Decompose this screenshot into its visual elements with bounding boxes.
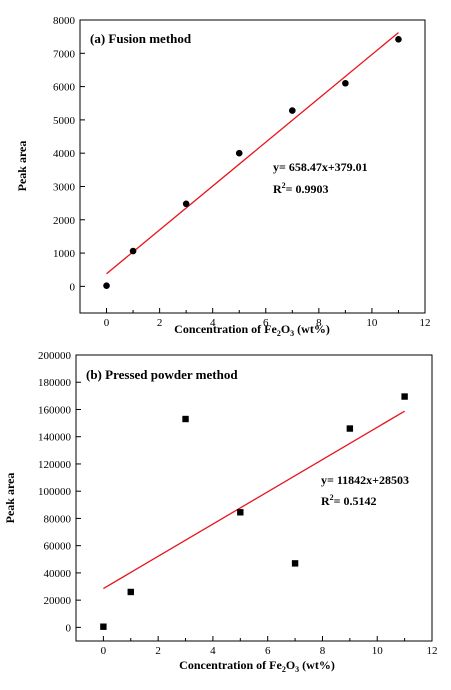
data-point <box>346 425 354 432</box>
y-tick-label: 2000 <box>53 215 76 227</box>
data-point <box>237 509 244 516</box>
y-axis-label: Peak area <box>3 473 17 524</box>
y-tick-label: 200000 <box>38 350 72 362</box>
data-point <box>291 560 299 567</box>
fit-line <box>103 410 405 590</box>
y-tick-label: 140000 <box>38 432 72 444</box>
y-tick-label: 60000 <box>44 541 72 553</box>
data-point <box>235 149 243 157</box>
xlabel-suffix: (wt%) <box>294 322 330 336</box>
x-tick-label: 0 <box>104 317 110 329</box>
x-axis-label: Concentration of Fe2O3 (wt%) <box>174 322 330 338</box>
fit-equation: y= 658.47x+379.01 <box>273 160 368 174</box>
y-tick-label: 0 <box>66 622 72 634</box>
y-tick-label: 100000 <box>38 486 72 498</box>
r2-sup: 2 <box>282 181 286 190</box>
x-ticks: 0 2 4 6 8 10 12 <box>75 636 438 657</box>
x-tick-label: 4 <box>210 645 216 657</box>
fit-equation: y= 11842x+28503 <box>321 473 409 487</box>
data-point <box>182 415 189 423</box>
chart-title: (a) Fusion method <box>90 31 192 46</box>
xlabel-prefix: Concentration of Fe <box>174 322 277 336</box>
x-tick-label: 6 <box>263 317 269 329</box>
chart-pressed-powder: 0 2 4 6 8 10 12 0 20000 40000 60000 80000 100000 120… <box>3 350 438 674</box>
y-tick-label: 6000 <box>53 82 76 94</box>
y-tick-label: 40000 <box>44 568 72 580</box>
x-tick-label: 10 <box>372 645 384 657</box>
y-tick-label: 120000 <box>38 459 72 471</box>
x-tick-label: 0 <box>101 645 107 657</box>
y-tick-label: 8000 <box>53 15 76 27</box>
data-points <box>100 393 408 630</box>
xlabel-sub2: 3 <box>290 329 294 338</box>
r2-value: = 0.5142 <box>334 494 377 508</box>
xlabel-suffix: (wt%) <box>299 658 335 672</box>
data-point <box>103 282 110 289</box>
x-tick-label: 2 <box>155 645 161 657</box>
y-tick-label: 4000 <box>53 148 76 160</box>
y-tick-label: 0 <box>70 281 76 293</box>
r-squared: R2= 0.5142 <box>321 493 377 508</box>
x-tick-label: 8 <box>316 317 322 329</box>
x-tick-label: 6 <box>265 645 271 657</box>
data-point <box>342 79 349 87</box>
x-tick-label: 8 <box>320 645 326 657</box>
data-point <box>129 247 137 255</box>
chart-title: (b) Pressed powder method <box>86 367 238 382</box>
x-tick-label: 12 <box>427 645 438 657</box>
y-tick-label: 160000 <box>38 404 72 416</box>
x-axis-label: Concentration of Fe2O3 (wt%) <box>179 658 335 674</box>
y-ticks: 0 20000 40000 60000 80000 100000 120000 140000 1… <box>38 350 81 634</box>
xlabel-sub1: 2 <box>277 329 281 338</box>
x-tick-label: 12 <box>420 317 431 329</box>
y-tick-label: 80000 <box>44 513 72 525</box>
data-points <box>103 36 402 289</box>
x-ticks: 0 2 4 6 8 10 12 <box>79 308 431 329</box>
data-point <box>127 588 134 596</box>
y-ticks: 0 1000 2000 3000 4000 5000 6000 7000 8000 <box>53 15 85 293</box>
x-tick-label: 2 <box>157 317 163 329</box>
y-tick-label: 1000 <box>53 248 76 260</box>
plot-frame <box>75 354 433 642</box>
fit-line-group <box>103 410 405 590</box>
xlabel-mid: O <box>281 322 290 336</box>
y-tick-label: 7000 <box>53 48 76 60</box>
r-squared: R2= 0.9903 <box>273 181 329 196</box>
chart-fusion: 0 2 4 6 8 10 12 0 1000 2000 3000 4000 5000 6000 7000 8… <box>15 15 431 338</box>
data-point <box>401 393 408 400</box>
data-point <box>182 200 190 208</box>
r2-sup: 2 <box>330 493 334 502</box>
y-axis-label: Peak area <box>15 141 29 192</box>
r2-prefix: R <box>273 182 282 196</box>
y-tick-label: 20000 <box>44 595 72 607</box>
data-point <box>100 623 107 630</box>
xlabel-sub1: 2 <box>282 665 286 674</box>
x-tick-label: 10 <box>366 317 378 329</box>
xlabel-mid: O <box>286 658 295 672</box>
x-tick-label: 4 <box>210 317 216 329</box>
r2-value: = 0.9903 <box>286 182 329 196</box>
fit-line-group <box>106 32 399 275</box>
y-tick-label: 3000 <box>53 181 76 193</box>
y-tick-label: 180000 <box>38 377 72 389</box>
xlabel-sub2: 3 <box>295 665 299 674</box>
data-point <box>395 36 402 43</box>
fit-line <box>106 32 399 275</box>
r2-prefix: R <box>321 494 330 508</box>
plot-frame <box>79 19 426 314</box>
xlabel-prefix: Concentration of Fe <box>179 658 282 672</box>
y-tick-label: 5000 <box>53 115 76 127</box>
data-point <box>289 107 296 114</box>
